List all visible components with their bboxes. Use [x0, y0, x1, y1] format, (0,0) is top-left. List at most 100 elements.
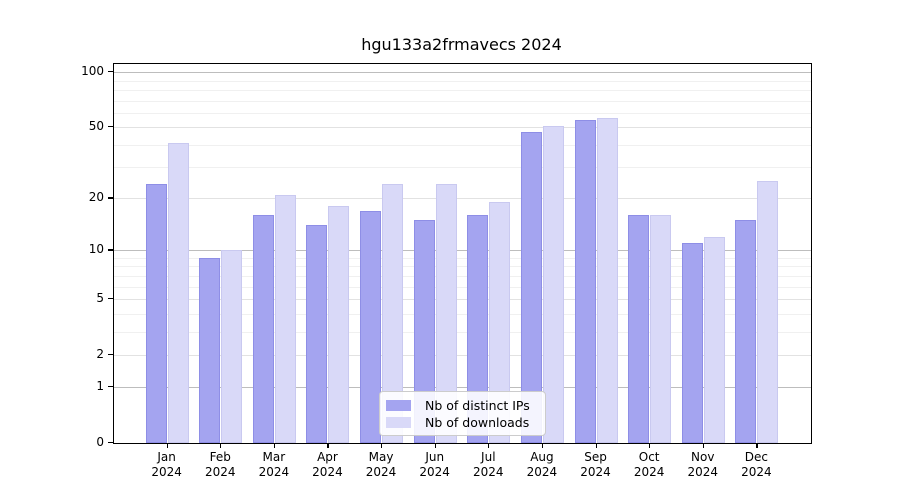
y-tick-2 — [108, 353, 113, 355]
major-gridline — [114, 250, 811, 252]
x-tick-label-apr: Apr 2024 — [300, 450, 354, 480]
x-tick-aug — [541, 443, 544, 448]
x-label-month: Aug — [530, 450, 554, 464]
chart-title: hgu133a2frmavecs 2024 — [361, 35, 562, 54]
y-tick-50 — [108, 126, 113, 128]
minor-gridline — [114, 167, 811, 169]
bar-downloads-aug — [542, 125, 564, 443]
x-label-month: Jul — [481, 450, 496, 464]
bar-downloads-jun — [435, 184, 457, 443]
y-tick-label-2: 2 — [96, 346, 104, 361]
major-gridline — [114, 387, 811, 389]
x-label-year: 2024 — [687, 465, 719, 479]
x-tick-apr — [327, 443, 329, 448]
x-label-month: Mar — [262, 450, 286, 464]
minor-gridline — [114, 331, 811, 333]
x-tick-oct — [649, 443, 651, 448]
bar-downloads-may — [382, 184, 404, 443]
major-gridline — [114, 198, 811, 200]
x-label-year: 2024 — [526, 465, 558, 479]
x-label-year: 2024 — [419, 465, 450, 479]
bar-downloads-dec — [757, 181, 779, 443]
x-tick-label-jan: Jan 2024 — [140, 450, 194, 480]
bar-distinct-ips-jul — [467, 215, 489, 443]
legend-swatch-distinct-ips — [386, 400, 411, 411]
bar-distinct-ips-sep — [574, 119, 596, 443]
major-gridline — [114, 72, 811, 74]
bar-distinct-ips-nov — [681, 243, 703, 443]
bar-distinct-ips-oct — [628, 215, 650, 443]
x-label-month: Jun — [425, 450, 445, 464]
x-label-year: 2024 — [204, 465, 236, 479]
minor-gridline — [114, 313, 811, 315]
minor-gridline — [114, 112, 811, 114]
plot-area — [113, 63, 812, 444]
x-tick-dec — [756, 443, 758, 448]
x-label-year: 2024 — [151, 465, 182, 479]
y-tick-label-10: 10 — [88, 242, 104, 257]
x-tick-label-jul: Jul 2024 — [461, 450, 515, 480]
minor-gridline — [114, 266, 811, 268]
legend-item-downloads: Nb of downloads — [386, 414, 537, 431]
x-label-month: Dec — [744, 450, 768, 464]
x-label-year: 2024 — [580, 465, 611, 479]
minor-gridline — [114, 80, 811, 82]
minor-gridline — [114, 100, 811, 102]
x-tick-label-nov: Nov 2024 — [676, 450, 730, 480]
x-label-month: Nov — [691, 450, 715, 464]
x-label-month: Apr — [317, 450, 338, 464]
y-tick-label-100: 100 — [81, 64, 104, 79]
bar-downloads-nov — [703, 236, 725, 443]
bar-distinct-ips-feb — [199, 258, 221, 443]
x-tick-mar — [273, 443, 276, 448]
minor-gridline — [114, 286, 811, 288]
x-tick-label-feb: Feb 2024 — [193, 450, 247, 480]
bar-distinct-ips-jun — [413, 220, 435, 443]
x-tick-jan — [166, 443, 168, 448]
x-tick-sep — [595, 443, 597, 448]
x-label-month: May — [368, 450, 394, 464]
x-tick-label-may: May 2024 — [354, 450, 408, 480]
y-tick-1 — [108, 386, 113, 388]
x-label-year: 2024 — [312, 465, 343, 479]
bar-distinct-ips-apr — [306, 225, 328, 443]
major-gridline — [114, 354, 811, 356]
bar-distinct-ips-jan — [145, 184, 167, 443]
x-tick-label-oct: Oct 2024 — [622, 450, 676, 480]
x-tick-label-mar: Mar 2024 — [247, 450, 301, 480]
y-tick-20 — [108, 197, 113, 199]
minor-gridline — [114, 258, 811, 259]
x-tick-may — [381, 443, 383, 448]
x-tick-label-dec: Dec 2024 — [729, 450, 783, 480]
y-tick-label-50: 50 — [88, 119, 104, 134]
x-label-year: 2024 — [365, 465, 397, 479]
minor-gridline — [114, 89, 811, 91]
legend: Nb of distinct IPs Nb of downloads — [379, 391, 546, 436]
bar-downloads-feb — [221, 250, 243, 443]
x-label-month: Sep — [584, 450, 607, 464]
y-tick-label-0: 0 — [96, 435, 104, 449]
x-label-year: 2024 — [473, 465, 504, 479]
bar-distinct-ips-mar — [252, 215, 274, 443]
bar-downloads-sep — [596, 118, 618, 443]
y-tick-5 — [108, 298, 113, 300]
minor-gridline — [114, 275, 811, 277]
x-tick-feb — [220, 443, 222, 448]
x-tick-label-jun: Jun 2024 — [408, 450, 462, 480]
legend-swatch-downloads — [386, 417, 411, 428]
bar-distinct-ips-may — [360, 210, 382, 443]
x-tick-label-aug: Aug 2024 — [515, 450, 569, 480]
bar-distinct-ips-aug — [520, 131, 542, 443]
x-label-month: Oct — [638, 450, 660, 464]
bar-downloads-apr — [328, 206, 350, 443]
bar-downloads-jan — [167, 142, 189, 443]
y-tick-label-1: 1 — [96, 379, 104, 394]
minor-gridline — [114, 144, 811, 146]
x-tick-label-sep: Sep 2024 — [569, 450, 623, 480]
major-gridline — [114, 299, 811, 301]
major-gridline — [114, 127, 811, 129]
x-tick-nov — [702, 443, 704, 448]
legend-label-downloads: Nb of downloads — [425, 415, 530, 430]
x-label-year: 2024 — [741, 465, 772, 479]
